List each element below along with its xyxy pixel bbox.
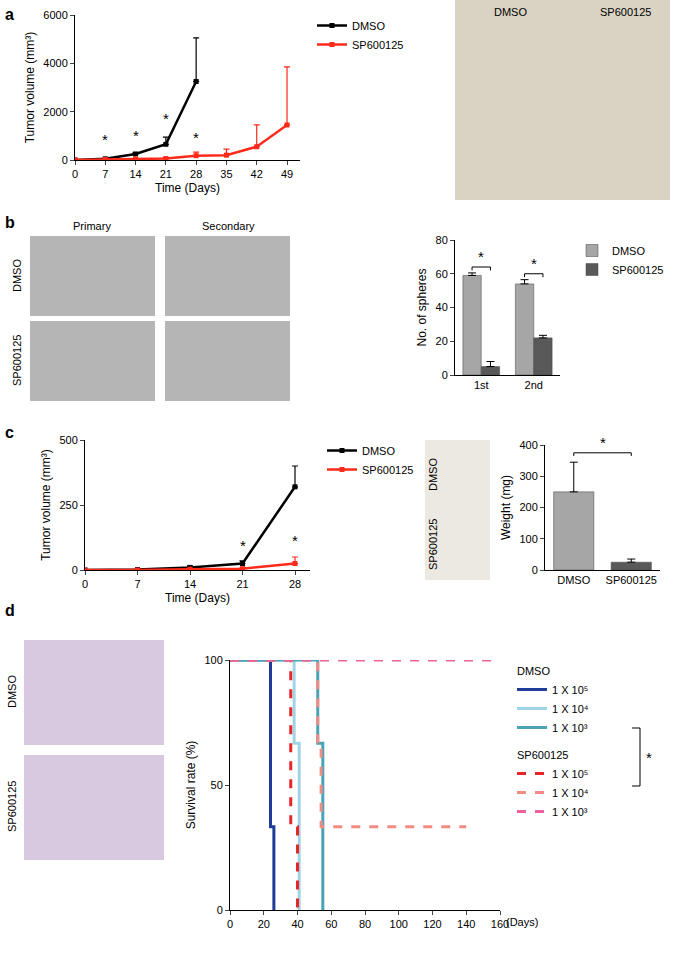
svg-text:50: 50: [211, 779, 223, 791]
svg-text:80: 80: [436, 234, 448, 246]
svg-text:DMSO: DMSO: [494, 6, 527, 18]
svg-text:1 X 10⁵: 1 X 10⁵: [552, 684, 588, 696]
svg-text:SP600125: SP600125: [427, 519, 439, 570]
svg-text:Tumor volume (mm³): Tumor volume (mm³): [23, 32, 37, 144]
svg-text:60: 60: [436, 268, 448, 280]
svg-text:1 X 10³: 1 X 10³: [552, 806, 588, 818]
svg-text:*: *: [600, 434, 606, 451]
svg-text:DMSO: DMSO: [427, 458, 439, 491]
svg-text:21: 21: [160, 168, 172, 180]
svg-text:140: 140: [457, 918, 475, 930]
svg-text:100: 100: [204, 654, 222, 666]
svg-text:7: 7: [102, 168, 108, 180]
svg-text:*: *: [102, 131, 108, 148]
svg-text:160: 160: [491, 918, 509, 930]
svg-text:14: 14: [129, 168, 141, 180]
svg-text:250: 250: [59, 499, 77, 511]
svg-text:20: 20: [258, 918, 270, 930]
svg-text:0: 0: [227, 918, 233, 930]
svg-text:DMSO: DMSO: [557, 574, 590, 586]
svg-text:400: 400: [519, 439, 537, 451]
svg-text:SP600125: SP600125: [600, 6, 651, 18]
svg-text:(Days): (Days): [506, 916, 538, 928]
svg-text:*: *: [240, 537, 246, 554]
svg-text:SP600125: SP600125: [352, 39, 403, 51]
svg-text:0: 0: [62, 154, 68, 166]
svg-text:0: 0: [532, 564, 538, 576]
svg-text:500: 500: [59, 434, 77, 446]
svg-text:DMSO: DMSO: [362, 445, 395, 457]
svg-text:0: 0: [72, 564, 78, 576]
svg-text:a: a: [5, 6, 14, 23]
svg-text:SP600125: SP600125: [11, 335, 23, 386]
svg-text:40: 40: [436, 301, 448, 313]
svg-text:21: 21: [236, 578, 248, 590]
svg-text:4000: 4000: [43, 57, 67, 69]
svg-text:1 X 10⁴: 1 X 10⁴: [552, 703, 589, 715]
svg-text:28: 28: [190, 168, 202, 180]
svg-text:b: b: [5, 214, 15, 231]
svg-text:35: 35: [220, 168, 232, 180]
svg-text:40: 40: [291, 918, 303, 930]
svg-text:60: 60: [325, 918, 337, 930]
svg-text:*: *: [531, 255, 537, 272]
svg-text:20: 20: [436, 335, 448, 347]
svg-text:Secondary: Secondary: [202, 220, 255, 232]
svg-text:7: 7: [134, 578, 140, 590]
svg-text:*: *: [163, 110, 169, 127]
svg-text:100: 100: [390, 918, 408, 930]
svg-text:SP600125: SP600125: [6, 781, 18, 832]
svg-text:2nd: 2nd: [525, 379, 543, 391]
svg-text:SP600125: SP600125: [362, 464, 413, 476]
svg-text:SP600125: SP600125: [517, 749, 568, 761]
svg-text:80: 80: [359, 918, 371, 930]
svg-text:*: *: [133, 127, 139, 144]
svg-text:0: 0: [442, 369, 448, 381]
svg-text:49: 49: [281, 168, 293, 180]
svg-text:DMSO: DMSO: [517, 665, 550, 677]
svg-text:0: 0: [72, 168, 78, 180]
svg-text:120: 120: [423, 918, 441, 930]
svg-text:200: 200: [519, 501, 537, 513]
svg-text:0: 0: [217, 904, 223, 916]
svg-text:1 X 10³: 1 X 10³: [552, 722, 588, 734]
svg-text:Tumor volume (mm³): Tumor volume (mm³): [39, 449, 53, 561]
svg-text:DMSO: DMSO: [612, 245, 645, 257]
svg-text:1st: 1st: [474, 379, 489, 391]
svg-text:DMSO: DMSO: [6, 675, 18, 708]
svg-text:DMSO: DMSO: [352, 20, 385, 32]
svg-text:6000: 6000: [43, 9, 67, 21]
svg-text:300: 300: [519, 470, 537, 482]
svg-text:1 X 10⁴: 1 X 10⁴: [552, 787, 589, 799]
svg-text:No. of spheres: No. of spheres: [415, 268, 429, 346]
svg-text:DMSO: DMSO: [11, 259, 23, 292]
svg-text:1 X 10⁵: 1 X 10⁵: [552, 768, 588, 780]
svg-text:*: *: [193, 129, 199, 146]
svg-text:0: 0: [82, 578, 88, 590]
svg-text:Time (Days): Time (Days): [165, 591, 230, 605]
svg-text:100: 100: [519, 533, 537, 545]
svg-text:2000: 2000: [43, 106, 67, 118]
svg-text:*: *: [478, 248, 484, 265]
svg-text:42: 42: [251, 168, 263, 180]
svg-text:*: *: [646, 749, 652, 766]
svg-text:SP600125: SP600125: [612, 264, 663, 276]
svg-text:Time (Days): Time (Days): [155, 181, 220, 195]
svg-text:c: c: [5, 424, 14, 441]
svg-text:Survival rate (%): Survival rate (%): [184, 741, 198, 830]
svg-text:*: *: [292, 532, 298, 549]
svg-text:Weight (mg): Weight (mg): [499, 475, 513, 540]
svg-text:SP600125: SP600125: [606, 574, 657, 586]
svg-text:28: 28: [289, 578, 301, 590]
svg-text:d: d: [5, 602, 15, 619]
svg-text:Primary: Primary: [73, 220, 111, 232]
svg-text:14: 14: [184, 578, 196, 590]
